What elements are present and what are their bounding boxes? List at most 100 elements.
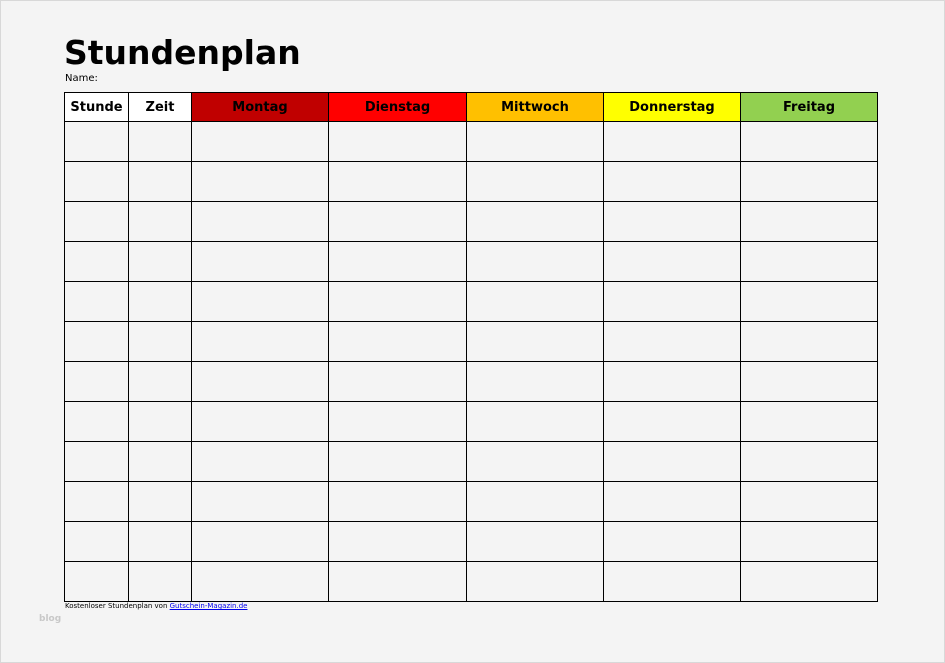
cell-zeit[interactable]: [128, 481, 192, 522]
cell-dienstag[interactable]: [328, 121, 467, 162]
cell-donnerstag[interactable]: [603, 561, 741, 602]
cell-montag[interactable]: [191, 521, 329, 562]
table-row: [64, 201, 878, 242]
cell-stunde[interactable]: [64, 201, 129, 242]
cell-dienstag[interactable]: [328, 441, 467, 482]
cell-mittwoch[interactable]: [466, 321, 604, 362]
cell-dienstag[interactable]: [328, 361, 467, 402]
cell-stunde[interactable]: [64, 521, 129, 562]
cell-dienstag[interactable]: [328, 161, 467, 202]
table-row: [64, 241, 878, 282]
cell-mittwoch[interactable]: [466, 521, 604, 562]
cell-freitag[interactable]: [740, 201, 878, 242]
column-header-freitag: Freitag: [740, 92, 878, 122]
cell-zeit[interactable]: [128, 401, 192, 442]
cell-donnerstag[interactable]: [603, 201, 741, 242]
cell-stunde[interactable]: [64, 441, 129, 482]
cell-stunde[interactable]: [64, 241, 129, 282]
cell-mittwoch[interactable]: [466, 241, 604, 282]
cell-mittwoch[interactable]: [466, 201, 604, 242]
cell-montag[interactable]: [191, 121, 329, 162]
table-row: [64, 441, 878, 482]
cell-mittwoch[interactable]: [466, 161, 604, 202]
cell-zeit[interactable]: [128, 161, 192, 202]
cell-freitag[interactable]: [740, 401, 878, 442]
cell-freitag[interactable]: [740, 241, 878, 282]
page-title: Stundenplan: [64, 33, 301, 72]
cell-stunde[interactable]: [64, 361, 129, 402]
table-row: [64, 321, 878, 362]
cell-mittwoch[interactable]: [466, 561, 604, 602]
cell-zeit[interactable]: [128, 441, 192, 482]
cell-montag[interactable]: [191, 441, 329, 482]
table-row: [64, 401, 878, 442]
table-row: [64, 281, 878, 322]
cell-zeit[interactable]: [128, 121, 192, 162]
cell-freitag[interactable]: [740, 561, 878, 602]
cell-stunde[interactable]: [64, 121, 129, 162]
footer-link[interactable]: Gutschein-Magazin.de: [169, 602, 248, 610]
cell-donnerstag[interactable]: [603, 321, 741, 362]
cell-zeit[interactable]: [128, 281, 192, 322]
cell-donnerstag[interactable]: [603, 161, 741, 202]
cell-freitag[interactable]: [740, 121, 878, 162]
cell-zeit[interactable]: [128, 241, 192, 282]
cell-freitag[interactable]: [740, 481, 878, 522]
cell-mittwoch[interactable]: [466, 281, 604, 322]
cell-donnerstag[interactable]: [603, 281, 741, 322]
cell-dienstag[interactable]: [328, 281, 467, 322]
cell-mittwoch[interactable]: [466, 441, 604, 482]
cell-montag[interactable]: [191, 201, 329, 242]
cell-montag[interactable]: [191, 401, 329, 442]
cell-freitag[interactable]: [740, 361, 878, 402]
cell-montag[interactable]: [191, 481, 329, 522]
column-header-zeit: Zeit: [128, 92, 192, 122]
cell-stunde[interactable]: [64, 321, 129, 362]
cell-stunde[interactable]: [64, 401, 129, 442]
cell-montag[interactable]: [191, 361, 329, 402]
column-header-mittwoch: Mittwoch: [466, 92, 604, 122]
cell-mittwoch[interactable]: [466, 121, 604, 162]
cell-stunde[interactable]: [64, 481, 129, 522]
cell-donnerstag[interactable]: [603, 361, 741, 402]
cell-zeit[interactable]: [128, 561, 192, 602]
cell-montag[interactable]: [191, 161, 329, 202]
cell-donnerstag[interactable]: [603, 521, 741, 562]
cell-stunde[interactable]: [64, 281, 129, 322]
name-label: Name:: [65, 73, 98, 84]
column-header-donnerstag: Donnerstag: [603, 92, 741, 122]
cell-freitag[interactable]: [740, 161, 878, 202]
header-row: Stunde Zeit Montag Dienstag Mittwoch Donnerst…: [64, 92, 878, 122]
cell-stunde[interactable]: [64, 161, 129, 202]
cell-mittwoch[interactable]: [466, 361, 604, 402]
cell-dienstag[interactable]: [328, 401, 467, 442]
cell-montag[interactable]: [191, 561, 329, 602]
cell-dienstag[interactable]: [328, 481, 467, 522]
table-row: [64, 521, 878, 562]
cell-donnerstag[interactable]: [603, 241, 741, 282]
cell-mittwoch[interactable]: [466, 401, 604, 442]
cell-montag[interactable]: [191, 241, 329, 282]
cell-donnerstag[interactable]: [603, 441, 741, 482]
cell-donnerstag[interactable]: [603, 121, 741, 162]
cell-dienstag[interactable]: [328, 521, 467, 562]
cell-freitag[interactable]: [740, 281, 878, 322]
cell-zeit[interactable]: [128, 361, 192, 402]
cell-zeit[interactable]: [128, 321, 192, 362]
cell-freitag[interactable]: [740, 521, 878, 562]
cell-stunde[interactable]: [64, 561, 129, 602]
cell-freitag[interactable]: [740, 441, 878, 482]
cell-donnerstag[interactable]: [603, 481, 741, 522]
cell-montag[interactable]: [191, 281, 329, 322]
timetable: Stunde Zeit Montag Dienstag Mittwoch Donnerst…: [64, 92, 878, 602]
cell-dienstag[interactable]: [328, 201, 467, 242]
cell-freitag[interactable]: [740, 321, 878, 362]
cell-zeit[interactable]: [128, 521, 192, 562]
cell-montag[interactable]: [191, 321, 329, 362]
cell-mittwoch[interactable]: [466, 481, 604, 522]
cell-dienstag[interactable]: [328, 561, 467, 602]
cell-zeit[interactable]: [128, 201, 192, 242]
cell-dienstag[interactable]: [328, 321, 467, 362]
cell-dienstag[interactable]: [328, 241, 467, 282]
cell-donnerstag[interactable]: [603, 401, 741, 442]
